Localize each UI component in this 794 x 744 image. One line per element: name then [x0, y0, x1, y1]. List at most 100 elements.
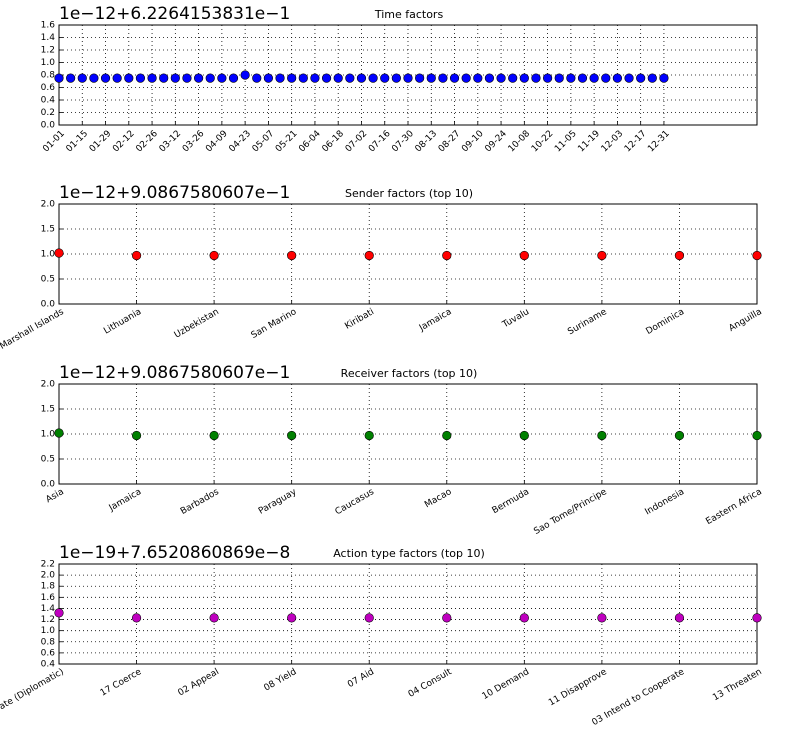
data-point	[438, 73, 448, 83]
data-point	[391, 73, 401, 83]
x-tick-label: Sao Tome/Principe	[532, 487, 609, 537]
subplot: 1e−12+9.0867580607e−1 Sender factors (top…	[0, 183, 764, 352]
data-point	[566, 73, 576, 83]
data-point	[577, 73, 588, 83]
x-tick-label: 08-13	[414, 129, 440, 155]
y-tick-label: 0.8	[41, 637, 56, 647]
x-tick-label: 07 Aid	[346, 667, 376, 690]
data-point	[131, 250, 142, 261]
y-tick-label: 1.6	[41, 593, 56, 603]
x-tick-label: 10-22	[530, 129, 556, 155]
data-point	[380, 73, 390, 83]
data-point	[519, 73, 529, 83]
x-tick-label: Marshall Islands	[0, 307, 66, 352]
y-tick-label: 0.0	[41, 121, 56, 131]
y-tick-label: 0.6	[41, 83, 56, 93]
data-point	[147, 73, 157, 83]
data-point	[364, 250, 374, 261]
x-tick-label: 11-05	[553, 129, 579, 155]
data-point	[275, 73, 285, 83]
y-tick-label: 0.2	[41, 108, 55, 118]
x-tick-label: 11 Disapprove	[547, 667, 609, 709]
x-tick-label: 03-26	[181, 129, 207, 155]
data-point	[170, 73, 180, 83]
x-tick-label: Caucasus	[334, 487, 377, 517]
x-tick-label: San Marino	[250, 307, 299, 341]
y-tick-label: 1.6	[41, 21, 56, 31]
x-tick-label: Macao	[423, 487, 454, 511]
x-tick-label: 04-09	[204, 129, 230, 155]
x-tick-label: Lithuania	[102, 307, 143, 337]
x-tick-label: 09-10	[460, 129, 486, 155]
y-tick-label: 1.5	[41, 225, 55, 235]
y-tick-label: 2.2	[41, 560, 55, 570]
data-point	[752, 250, 762, 261]
y-tick-label: 1.2	[41, 46, 55, 56]
x-tick-label: 17 Coerce	[99, 667, 144, 699]
data-point	[209, 613, 219, 623]
data-point	[508, 73, 518, 83]
data-point	[77, 73, 87, 83]
offset-text: 1e−19+7.6520860869e−8	[59, 543, 290, 563]
data-point	[589, 73, 599, 83]
data-point	[612, 73, 623, 83]
data-point	[135, 73, 146, 83]
data-point	[442, 430, 452, 441]
data-point	[449, 73, 460, 83]
x-tick-label: 07-30	[390, 129, 416, 155]
chart-title: Sender factors (top 10)	[345, 187, 473, 200]
data-point	[217, 73, 227, 83]
data-point	[442, 250, 452, 261]
x-tick-label: 10-08	[507, 129, 533, 155]
y-tick-label: 2.0	[41, 571, 56, 581]
data-point	[426, 73, 436, 83]
data-point	[298, 73, 308, 83]
data-point	[356, 73, 367, 83]
data-point	[368, 73, 378, 83]
subplot: 1e−12+9.0867580607e−1 Receiver factors (t…	[41, 363, 764, 537]
y-tick-label: 0.4	[41, 660, 56, 670]
data-point	[415, 73, 425, 83]
y-tick-label: 1.0	[41, 250, 56, 260]
data-point	[597, 613, 607, 623]
data-point	[287, 613, 297, 623]
data-point	[554, 73, 564, 83]
y-tick-label: 0.4	[41, 96, 56, 106]
x-tick-label: Paraguay	[257, 487, 299, 517]
y-tick-label: 0.0	[41, 480, 56, 490]
x-tick-label: 12-17	[623, 129, 649, 155]
data-point	[89, 73, 99, 83]
y-tick-label: 2.0	[41, 380, 56, 390]
data-point	[54, 428, 64, 438]
y-tick-label: 0.8	[41, 71, 56, 81]
data-point	[182, 73, 192, 83]
x-tick-label: Anguilla	[727, 307, 763, 334]
x-tick-label: Dominica	[644, 307, 686, 337]
x-tick-label: 12-31	[646, 129, 672, 155]
x-tick-label: 01-15	[65, 129, 91, 155]
x-tick-label: 13 Threaten	[711, 667, 763, 703]
chart-title: Receiver factors (top 10)	[341, 367, 478, 380]
x-tick-label: Bermuda	[491, 487, 531, 516]
data-point	[228, 73, 239, 83]
x-tick-label: Tuvalu	[500, 307, 531, 331]
x-tick-label: 06-18	[321, 129, 347, 155]
data-point	[496, 73, 506, 83]
subplot: 1e−12+6.2264153831e−1 Time factors 0.0 0.2 0…	[41, 4, 758, 155]
y-tick-label: 1.5	[41, 405, 55, 415]
x-tick-label: Indonesia	[643, 487, 686, 517]
y-tick-label: 1.0	[41, 58, 56, 68]
data-point	[597, 430, 607, 441]
x-tick-label: Asia	[44, 487, 65, 505]
data-point	[519, 613, 529, 623]
data-point	[624, 73, 634, 83]
data-point	[333, 73, 343, 83]
data-point	[159, 73, 169, 83]
subplot: 1e−19+7.6520860869e−8 Action type factors…	[0, 543, 764, 735]
data-point	[54, 73, 64, 83]
axes-frame	[58, 563, 758, 665]
data-point	[752, 430, 762, 441]
data-point	[54, 248, 64, 258]
x-tick-label: 05 Cooperate (Diplomatic)	[0, 667, 66, 735]
